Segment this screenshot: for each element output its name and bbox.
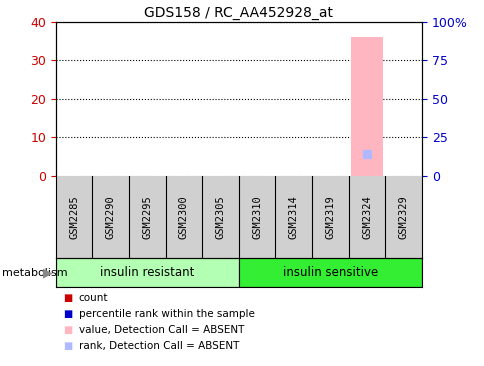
Text: GSM2310: GSM2310 — [252, 195, 262, 239]
Text: GSM2300: GSM2300 — [179, 195, 189, 239]
Text: GSM2305: GSM2305 — [215, 195, 225, 239]
Text: GSM2290: GSM2290 — [106, 195, 116, 239]
Point — [363, 151, 370, 157]
Text: ■: ■ — [63, 293, 72, 303]
Text: count: count — [78, 293, 108, 303]
Title: GDS158 / RC_AA452928_at: GDS158 / RC_AA452928_at — [144, 5, 333, 19]
Text: ▶: ▶ — [43, 266, 52, 279]
Text: ■: ■ — [63, 309, 72, 319]
Text: GSM2285: GSM2285 — [69, 195, 79, 239]
Text: GSM2329: GSM2329 — [398, 195, 408, 239]
Bar — [56, 258, 239, 287]
Bar — [351, 37, 382, 176]
Text: GSM2314: GSM2314 — [288, 195, 298, 239]
Text: insulin sensitive: insulin sensitive — [282, 266, 377, 279]
Text: rank, Detection Call = ABSENT: rank, Detection Call = ABSENT — [78, 340, 239, 351]
Text: insulin resistant: insulin resistant — [100, 266, 194, 279]
Text: value, Detection Call = ABSENT: value, Detection Call = ABSENT — [78, 325, 243, 335]
Bar — [239, 258, 421, 287]
Text: metabolism: metabolism — [2, 268, 68, 278]
Text: GSM2324: GSM2324 — [361, 195, 371, 239]
Text: percentile rank within the sample: percentile rank within the sample — [78, 309, 254, 319]
Text: GSM2295: GSM2295 — [142, 195, 152, 239]
Text: GSM2319: GSM2319 — [325, 195, 335, 239]
Text: ■: ■ — [63, 325, 72, 335]
Text: ■: ■ — [63, 340, 72, 351]
